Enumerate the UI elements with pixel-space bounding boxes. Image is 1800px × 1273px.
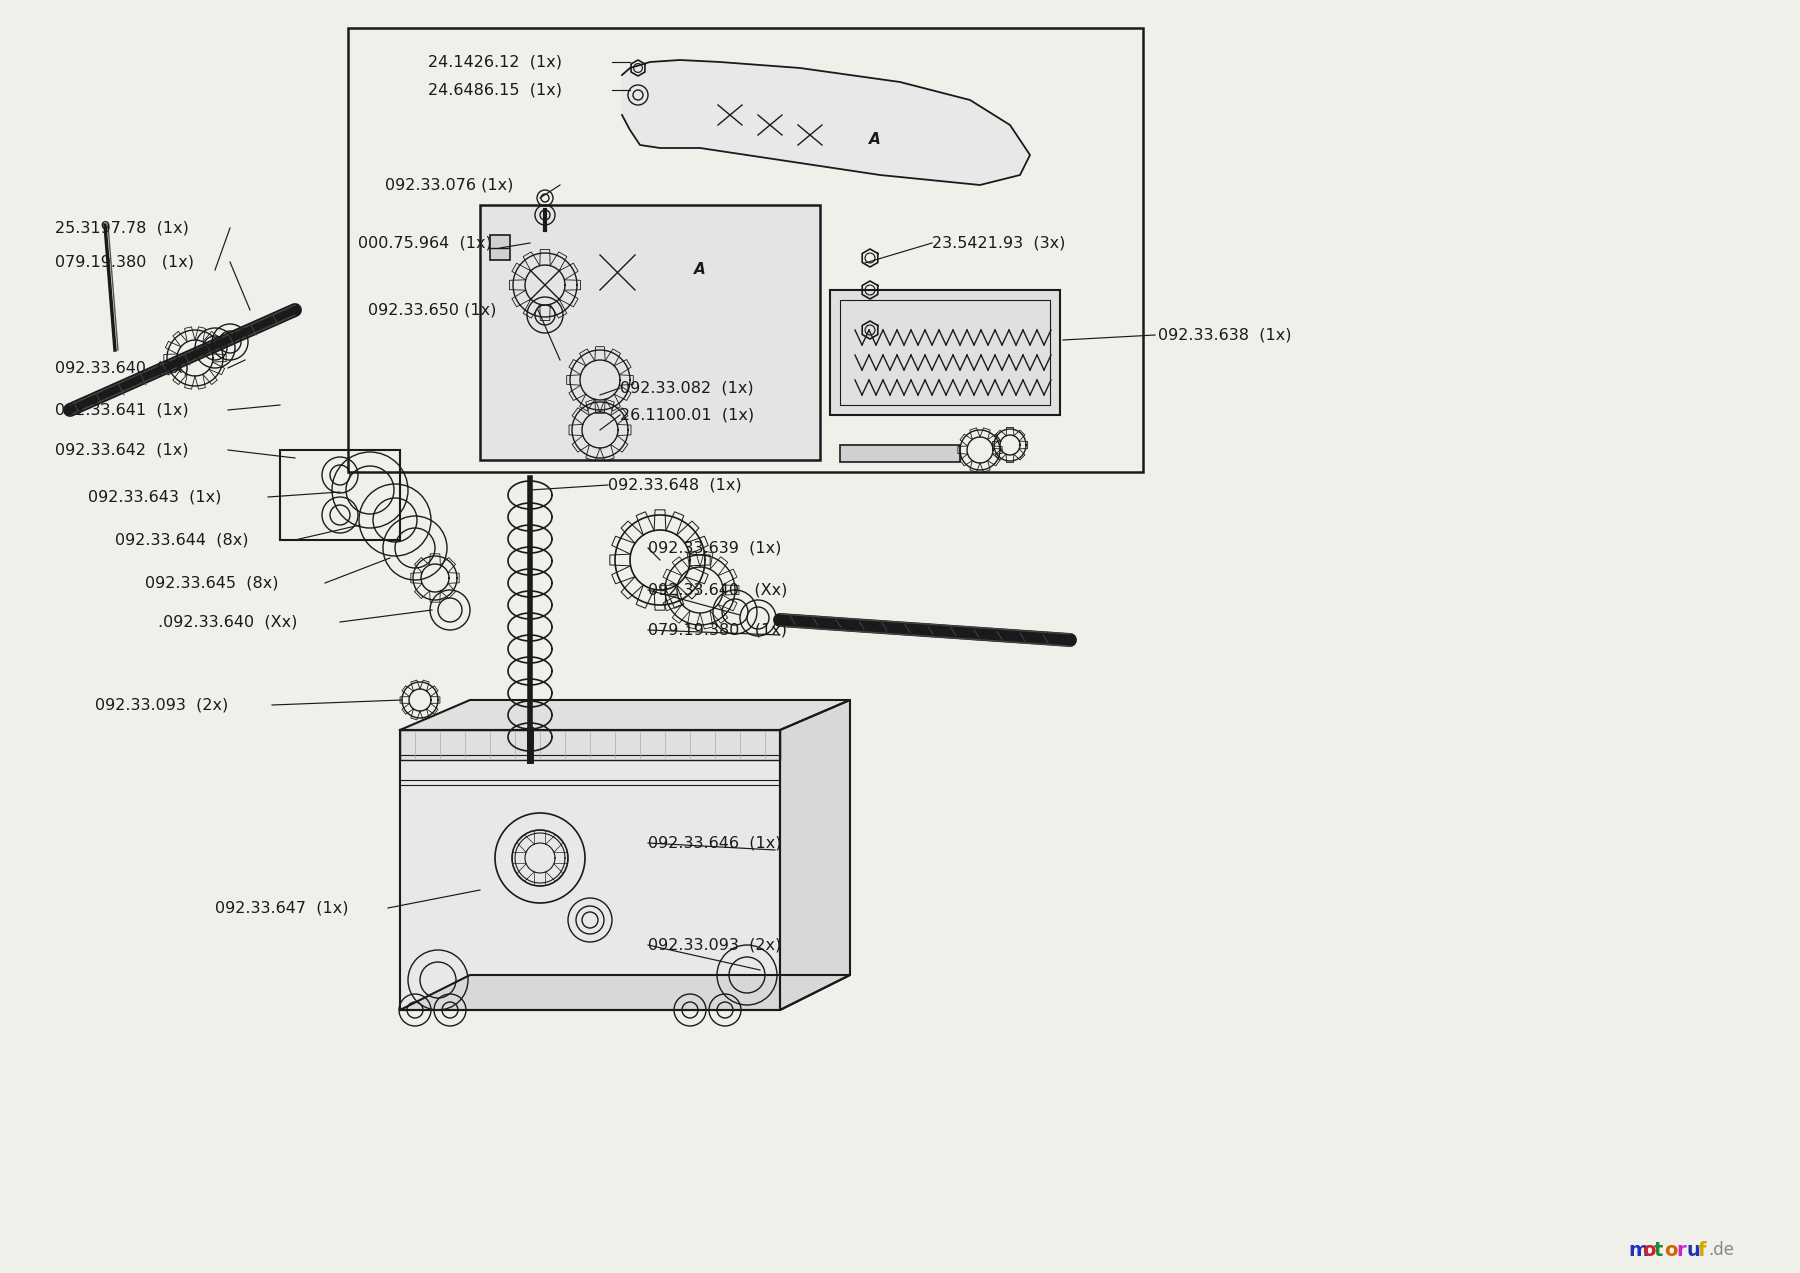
Text: 092.33.648  (1x): 092.33.648 (1x) xyxy=(608,477,742,493)
Text: 079.19.380   (1x): 079.19.380 (1x) xyxy=(648,622,787,638)
Text: 24.6486.15  (1x): 24.6486.15 (1x) xyxy=(428,83,562,98)
Text: 092.33.640   (Xx): 092.33.640 (Xx) xyxy=(648,583,787,597)
Text: 092.33.093  (2x): 092.33.093 (2x) xyxy=(648,937,781,952)
Text: u: u xyxy=(1687,1240,1699,1259)
Text: 092.33.643  (1x): 092.33.643 (1x) xyxy=(88,490,221,504)
Text: o: o xyxy=(1642,1240,1656,1259)
Polygon shape xyxy=(400,700,850,729)
Text: m: m xyxy=(1627,1240,1649,1259)
Text: 092.33.082  (1x): 092.33.082 (1x) xyxy=(619,381,754,396)
Polygon shape xyxy=(400,729,779,1009)
Text: t: t xyxy=(1654,1240,1663,1259)
Bar xyxy=(400,729,779,760)
Text: 092.33.640  (Xx): 092.33.640 (Xx) xyxy=(56,360,189,376)
Text: 092.33.076 (1x): 092.33.076 (1x) xyxy=(385,177,513,192)
Bar xyxy=(481,205,821,460)
Polygon shape xyxy=(623,60,1030,185)
Text: 092.33.639  (1x): 092.33.639 (1x) xyxy=(648,541,781,555)
Bar xyxy=(841,446,959,462)
Bar xyxy=(490,236,509,260)
Polygon shape xyxy=(779,700,850,1009)
Text: r: r xyxy=(1676,1240,1685,1259)
Text: 092.33.647  (1x): 092.33.647 (1x) xyxy=(214,900,349,915)
Text: 25.3197.78  (1x): 25.3197.78 (1x) xyxy=(56,220,189,236)
Text: 092.33.646  (1x): 092.33.646 (1x) xyxy=(648,835,781,850)
Polygon shape xyxy=(400,975,850,1009)
Text: 092.33.644  (8x): 092.33.644 (8x) xyxy=(115,532,248,547)
Text: A: A xyxy=(869,132,880,148)
Text: 092.33.638  (1x): 092.33.638 (1x) xyxy=(1157,327,1292,342)
Text: 079.19.380   (1x): 079.19.380 (1x) xyxy=(56,255,194,270)
Bar xyxy=(347,28,1143,472)
Bar xyxy=(841,300,1049,405)
Text: 092.33.650 (1x): 092.33.650 (1x) xyxy=(367,303,497,317)
Text: o: o xyxy=(1663,1240,1678,1259)
Text: 000.75.964  (1x): 000.75.964 (1x) xyxy=(358,236,491,251)
Text: 23.5421.93  (3x): 23.5421.93 (3x) xyxy=(932,236,1066,251)
Text: A: A xyxy=(695,262,706,278)
Bar xyxy=(830,290,1060,415)
Text: 092.33.642  (1x): 092.33.642 (1x) xyxy=(56,443,189,457)
Bar xyxy=(281,449,400,540)
Text: 092.33.641  (1x): 092.33.641 (1x) xyxy=(56,402,189,418)
Text: .092.33.640  (Xx): .092.33.640 (Xx) xyxy=(158,615,297,630)
Text: f: f xyxy=(1697,1240,1706,1259)
Text: 092.33.645  (8x): 092.33.645 (8x) xyxy=(146,575,279,591)
Text: 26.1100.01  (1x): 26.1100.01 (1x) xyxy=(619,407,754,423)
Text: 092.33.093  (2x): 092.33.093 (2x) xyxy=(95,698,229,713)
Text: 24.1426.12  (1x): 24.1426.12 (1x) xyxy=(428,55,562,70)
Text: .de: .de xyxy=(1708,1241,1733,1259)
